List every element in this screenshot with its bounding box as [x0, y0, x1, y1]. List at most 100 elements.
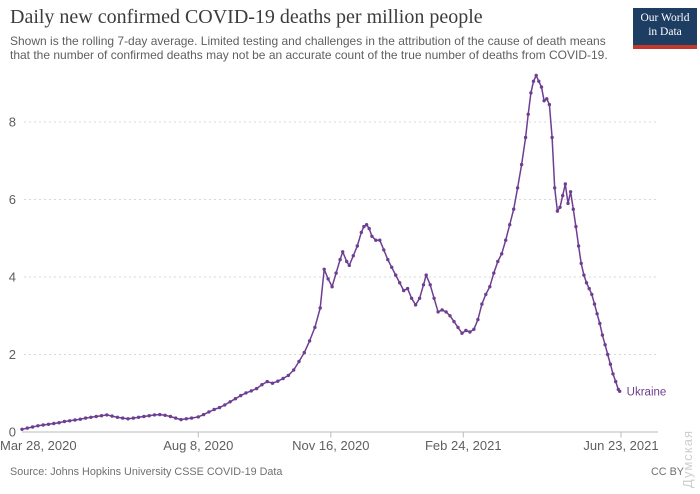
data-point — [529, 91, 533, 95]
data-point — [68, 419, 72, 423]
data-point — [584, 281, 589, 285]
data-point — [571, 207, 575, 211]
data-point — [322, 267, 326, 271]
data-point — [36, 424, 40, 428]
data-point — [382, 248, 386, 252]
data-point — [276, 379, 280, 383]
data-point — [105, 413, 109, 417]
data-point — [265, 379, 269, 384]
data-point — [330, 285, 334, 289]
data-point — [526, 112, 530, 117]
chart-subtitle: Shown is the rolling 7-day average. Limi… — [10, 34, 630, 62]
owid-logo-line-2: in Data — [648, 26, 682, 38]
data-point — [468, 330, 472, 334]
data-point — [201, 412, 206, 417]
data-point — [545, 97, 549, 101]
data-point — [405, 286, 410, 291]
data-point — [608, 362, 613, 366]
source-attribution: Source: Johns Hopkins University CSSE CO… — [10, 466, 283, 478]
data-point — [432, 296, 436, 300]
data-point — [292, 368, 296, 372]
data-point — [595, 312, 599, 316]
data-point — [57, 421, 61, 425]
data-point — [440, 308, 444, 312]
data-point — [347, 263, 351, 268]
data-point — [338, 257, 342, 262]
data-point — [452, 319, 456, 324]
data-point — [603, 343, 607, 347]
data-point — [598, 321, 602, 326]
data-point — [488, 285, 492, 289]
data-point — [519, 162, 524, 167]
data-point — [223, 403, 227, 407]
data-point — [542, 99, 546, 103]
data-point — [547, 102, 552, 107]
y-tick-label-2: 2 — [9, 347, 16, 362]
x-tick-label-1: Aug 8, 2020 — [163, 438, 233, 453]
data-point — [131, 416, 135, 420]
data-point — [341, 250, 345, 254]
data-point — [126, 417, 130, 421]
data-point — [168, 414, 173, 419]
data-point — [582, 273, 586, 277]
data-point — [424, 273, 428, 277]
data-point — [184, 417, 188, 421]
data-point — [600, 333, 605, 337]
subtitle-line-1: Shown is the rolling 7-day average. Limi… — [10, 34, 606, 48]
data-point — [413, 303, 418, 307]
data-point — [460, 331, 464, 335]
data-point — [614, 379, 618, 384]
data-point — [417, 296, 422, 300]
watermark-text: Думская — [680, 429, 695, 488]
data-point — [558, 205, 562, 209]
data-point — [409, 296, 414, 300]
data-point — [563, 182, 567, 186]
data-point — [115, 415, 120, 419]
data-point — [334, 271, 338, 275]
data-point — [374, 238, 378, 242]
data-point — [587, 286, 591, 291]
data-point — [286, 373, 291, 378]
data-point — [421, 283, 426, 287]
license-link[interactable]: CC BY — [651, 466, 684, 478]
owid-logo[interactable]: Our World in Data — [633, 8, 697, 49]
data-point — [402, 288, 406, 293]
data-point — [555, 209, 560, 213]
data-point — [362, 224, 366, 229]
data-point — [281, 376, 285, 381]
data-point — [611, 372, 615, 376]
data-point — [297, 359, 301, 364]
data-point — [83, 416, 88, 420]
data-point — [189, 416, 194, 420]
data-point — [99, 414, 104, 418]
data-point — [179, 417, 183, 422]
data-point — [553, 186, 557, 190]
data-point — [121, 416, 125, 420]
data-point — [484, 292, 488, 297]
data-point — [318, 306, 322, 310]
data-point — [89, 415, 93, 419]
data-point — [456, 325, 460, 330]
data-point — [355, 244, 359, 248]
y-tick-label-4: 4 — [9, 270, 16, 285]
series-line-ukraine — [21, 74, 621, 431]
data-point — [345, 259, 349, 264]
data-point — [436, 310, 440, 314]
chart-title: Daily new confirmed COVID-19 deaths per … — [10, 6, 483, 28]
x-tick-label-3: Feb 24, 2021 — [425, 438, 502, 453]
data-point — [147, 414, 151, 418]
data-point — [212, 407, 216, 412]
data-point — [568, 190, 573, 194]
data-point — [386, 257, 390, 262]
owid-logo-line-1: Our World — [640, 12, 690, 24]
data-point — [25, 426, 29, 430]
data-point — [359, 230, 363, 235]
data-point — [561, 193, 565, 198]
data-point — [196, 415, 200, 419]
data-point — [94, 414, 98, 419]
data-point — [110, 414, 114, 418]
data-point — [367, 226, 371, 231]
data-point — [254, 386, 259, 391]
data-point — [492, 271, 496, 275]
